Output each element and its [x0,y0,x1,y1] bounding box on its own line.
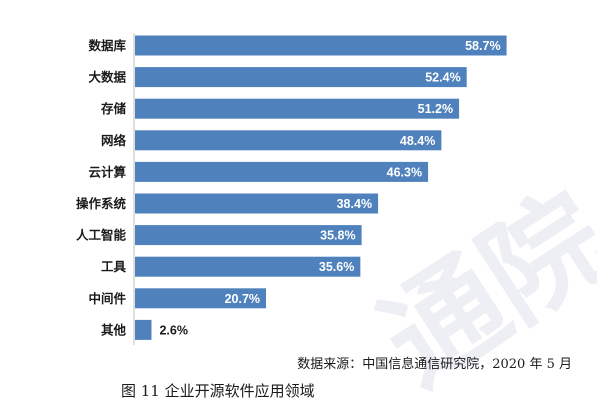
source-note: 数据来源：中国信息通信研究院，2020 年 5 月 [297,357,572,372]
value-label-2: 51.2% [418,102,453,116]
value-label-7: 35.6% [319,260,354,274]
value-label-4: 46.3% [387,165,422,179]
category-label-1: 大数据 [88,70,126,85]
bar-9 [135,319,152,340]
bar-7 [135,256,361,277]
category-label-8: 中间件 [88,291,126,306]
value-label-5: 38.4% [337,197,372,211]
bar-8 [135,288,267,309]
value-label-0: 58.7% [465,39,500,53]
category-label-7: 工具 [101,259,127,274]
value-label-1: 52.4% [425,71,460,85]
category-label-5: 操作系统 [76,196,127,211]
figure-caption: 图 11 企业开源软件应用领域 [121,382,315,400]
category-label-2: 存储 [100,101,127,116]
bar-0 [135,35,507,56]
category-label-9: 其他 [101,322,127,337]
bar-2 [135,98,460,119]
bar-6 [135,225,362,246]
category-label-4: 云计算 [88,164,126,179]
category-label-3: 网络 [101,133,127,148]
value-label-8: 20.7% [225,292,260,306]
bar-4 [135,161,429,182]
bars-layer: 数据库 58.7% 大数据 52.4% 存储 51.2% 网络 48.4% 云计算 46.3% 操作… [76,35,507,340]
category-label-0: 数据库 [87,38,126,53]
bar-1 [135,67,467,88]
value-label-9: 2.6% [159,323,188,337]
value-label-3: 48.4% [400,134,435,148]
value-label-6: 35.8% [320,229,355,243]
bar-5 [135,193,379,214]
category-label-6: 人工智能 [76,228,127,243]
bar-3 [135,130,442,151]
bar-chart: 数据库 58.7% 大数据 52.4% 存储 51.2% 网络 48.4% 云计算 46.3% 操作… [76,33,507,345]
